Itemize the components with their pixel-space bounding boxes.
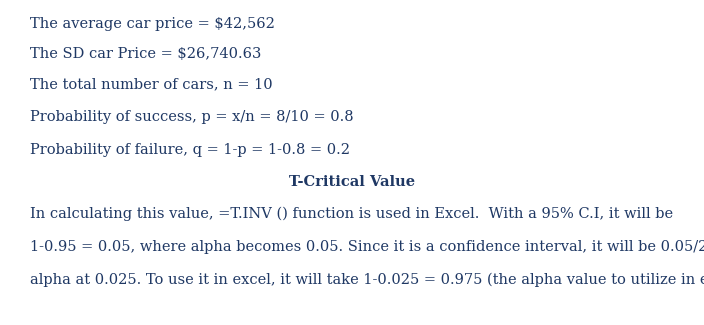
Text: T-Critical Value: T-Critical Value xyxy=(289,175,415,189)
Text: Probability of failure, q = 1-p = 1-0.8 = 0.2: Probability of failure, q = 1-p = 1-0.8 … xyxy=(30,143,350,157)
Text: alpha at 0.025. To use it in excel, it will take 1-0.025 = 0.975 (the alpha valu: alpha at 0.025. To use it in excel, it w… xyxy=(30,273,704,287)
Text: 1-0.95 = 0.05, where alpha becomes 0.05. Since it is a confidence interval, it w: 1-0.95 = 0.05, where alpha becomes 0.05.… xyxy=(30,240,704,254)
Text: The total number of cars, n = 10: The total number of cars, n = 10 xyxy=(30,77,272,91)
Text: The SD car Price = $26,740.63: The SD car Price = $26,740.63 xyxy=(30,47,261,61)
Text: In calculating this value, =T.INV () function is used in Excel.  With a 95% C.I,: In calculating this value, =T.INV () fun… xyxy=(30,207,674,221)
Text: The average car price = $42,562: The average car price = $42,562 xyxy=(30,17,275,31)
Text: Probability of success, p = x/n = 8/10 = 0.8: Probability of success, p = x/n = 8/10 =… xyxy=(30,110,353,124)
